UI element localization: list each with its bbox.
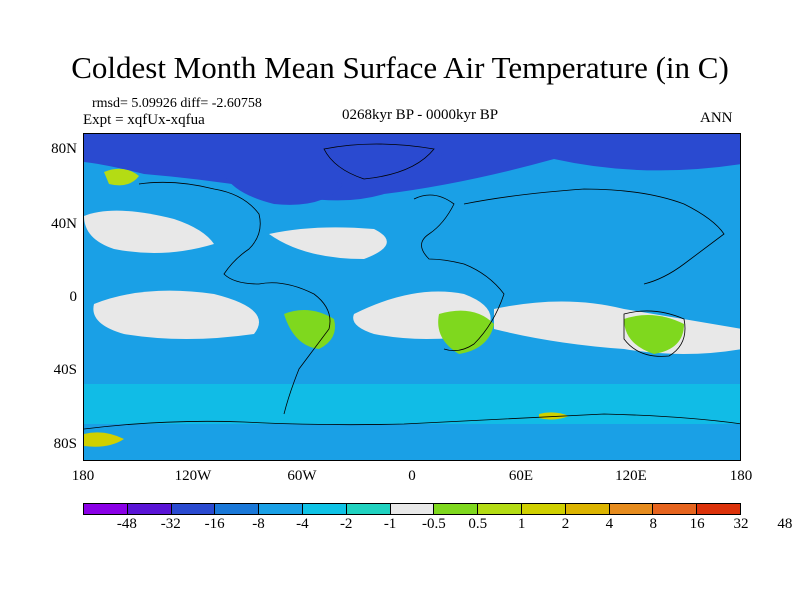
australia-warm xyxy=(624,315,684,354)
africa-warm xyxy=(438,310,494,354)
greenland-coast xyxy=(323,143,435,180)
colorbar-cell xyxy=(215,504,260,514)
antarctic-warm xyxy=(84,432,124,447)
southpacific-neutral xyxy=(93,290,259,339)
colorbar-cell xyxy=(697,504,740,514)
colorbar-cell xyxy=(565,504,610,514)
colorbar-label: -0.5 xyxy=(422,516,446,532)
southern-band xyxy=(84,384,740,424)
coastlines xyxy=(84,143,740,430)
lon-label-120w: 120W xyxy=(174,468,212,484)
colorbar-label: 1 xyxy=(517,516,526,532)
lat-label-40n: 40N xyxy=(51,216,77,232)
colorbar-cell xyxy=(127,504,172,514)
colorbar-cell xyxy=(478,504,522,514)
north-america-coast xyxy=(138,181,261,285)
colorbar-label: 0.5 xyxy=(468,516,488,532)
colorbar-cell xyxy=(390,504,435,514)
lon-label-0: 0 xyxy=(408,468,416,484)
period-label: 0268kyr BP - 0000kyr BP xyxy=(341,107,499,123)
lat-label-40s: 40S xyxy=(53,362,77,378)
colorbar-label: 4 xyxy=(605,516,614,532)
greenland-cold xyxy=(314,142,444,179)
lon-label-180w: 180 xyxy=(71,468,95,484)
map-title: Coldest Month Mean Surface Air Temperatu… xyxy=(71,50,729,85)
africa-eurasia-coast xyxy=(413,194,505,352)
lat-label-0: 0 xyxy=(69,289,78,305)
colorbar-cell xyxy=(302,504,347,514)
colorbar-label: -32 xyxy=(160,516,181,532)
colorbar-label: -2 xyxy=(339,516,353,532)
antarctic-warm-2 xyxy=(539,412,569,420)
canada-cold xyxy=(224,172,344,205)
colorbar-label: -8 xyxy=(252,516,265,532)
colorbar-label: -4 xyxy=(296,516,309,532)
colorbar-label: 2 xyxy=(561,516,570,532)
colorbar-label: -1 xyxy=(383,516,397,532)
colorbar-cell xyxy=(346,504,391,514)
australia-coast xyxy=(623,310,686,357)
colorbar-label: 48 xyxy=(777,516,793,532)
colorbar-cell xyxy=(84,504,128,514)
colorbar-cell xyxy=(259,504,303,514)
colorbar xyxy=(83,503,741,515)
lon-label-60e: 60E xyxy=(508,468,534,484)
colorbar-cell xyxy=(434,504,479,514)
alaska-warm xyxy=(104,168,139,186)
lat-label-80s: 80S xyxy=(53,436,77,452)
stats-text: rmsd= 5.09926 diff= -2.60758 xyxy=(92,96,262,111)
colorbar-cell xyxy=(653,504,698,514)
colorbar-label: 16 xyxy=(689,516,705,532)
northatlantic-neutral xyxy=(269,227,387,259)
colorbar-cell xyxy=(609,504,654,514)
colorbar-label: -48 xyxy=(116,516,137,532)
lon-label-180e: 180 xyxy=(729,468,753,484)
antarctica-coast xyxy=(84,413,740,430)
experiment-label: Expt = xqfUx-xqfua xyxy=(83,112,205,128)
colorbar-cell xyxy=(171,504,216,514)
southamerica-warm xyxy=(284,310,335,349)
colorbar-label: 8 xyxy=(649,516,658,532)
asia-coast xyxy=(463,188,725,285)
south-america-coast xyxy=(258,282,331,415)
map-svg xyxy=(84,134,740,460)
lon-label-60w: 60W xyxy=(287,468,317,484)
temperature-map xyxy=(83,133,741,461)
northpacific-neutral xyxy=(84,210,214,253)
season-label: ANN xyxy=(700,110,733,126)
lon-label-120e: 120E xyxy=(615,468,647,484)
colorbar-label: -16 xyxy=(204,516,225,532)
colorbar-cell xyxy=(521,504,566,514)
lat-label-80n: 80N xyxy=(51,141,77,157)
colorbar-label: 32 xyxy=(733,516,749,532)
